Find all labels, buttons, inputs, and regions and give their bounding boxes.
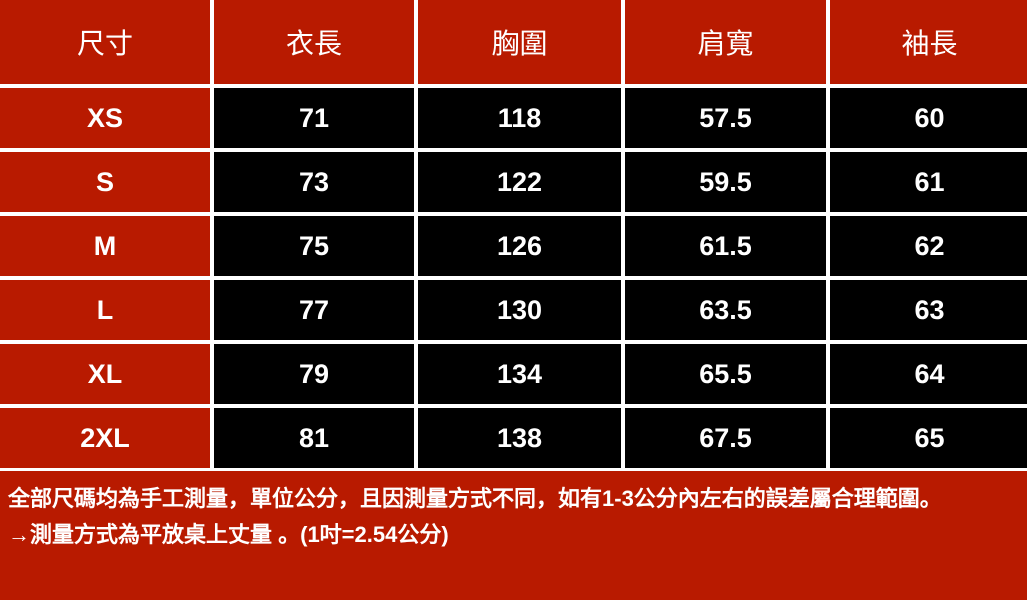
- table-cell: 75: [214, 216, 414, 276]
- table-cell: 65: [830, 408, 1027, 468]
- table-cell: 60: [830, 88, 1027, 148]
- table-cell: 130: [418, 280, 621, 340]
- table-cell: 122: [418, 152, 621, 212]
- column-header: 袖長: [830, 0, 1027, 84]
- column-header: 胸圍: [418, 0, 621, 84]
- table-cell: 118: [418, 88, 621, 148]
- table-cell: 63.5: [625, 280, 826, 340]
- table-cell: 138: [418, 408, 621, 468]
- measurement-method: →測量方式為平放桌上丈量 。(1吋=2.54公分): [8, 522, 449, 547]
- table-cell: 81: [214, 408, 414, 468]
- column-header: 衣長: [214, 0, 414, 84]
- table-cell: 79: [214, 344, 414, 404]
- table-cell: 71: [214, 88, 414, 148]
- column-header: 肩寬: [625, 0, 826, 84]
- size-label: XS: [0, 88, 210, 148]
- table-cell: 61.5: [625, 216, 826, 276]
- size-label: XL: [0, 344, 210, 404]
- size-chart-table: 尺寸 衣長 胸圍 肩寬 袖長 XS 71 118 57.5 60 S 73 122 59.5 61 M 75 12…: [0, 0, 1027, 471]
- table-cell: 62: [830, 216, 1027, 276]
- measurement-note: 全部尺碼均為手工測量，單位公分，且因測量方式不同，如有1-3公分內左右的誤差屬合…: [8, 486, 942, 511]
- size-label: M: [0, 216, 210, 276]
- table-cell: 61: [830, 152, 1027, 212]
- size-label: S: [0, 152, 210, 212]
- table-cell: 65.5: [625, 344, 826, 404]
- table-cell: 134: [418, 344, 621, 404]
- table-cell: 59.5: [625, 152, 826, 212]
- table-cell: 63: [830, 280, 1027, 340]
- footer-notes: 全部尺碼均為手工測量，單位公分，且因測量方式不同，如有1-3公分內左右的誤差屬合…: [0, 471, 1027, 553]
- column-header: 尺寸: [0, 0, 210, 84]
- table-cell: 64: [830, 344, 1027, 404]
- table-cell: 126: [418, 216, 621, 276]
- table-cell: 77: [214, 280, 414, 340]
- table-cell: 67.5: [625, 408, 826, 468]
- table-cell: 73: [214, 152, 414, 212]
- size-label: L: [0, 280, 210, 340]
- size-label: 2XL: [0, 408, 210, 468]
- table-cell: 57.5: [625, 88, 826, 148]
